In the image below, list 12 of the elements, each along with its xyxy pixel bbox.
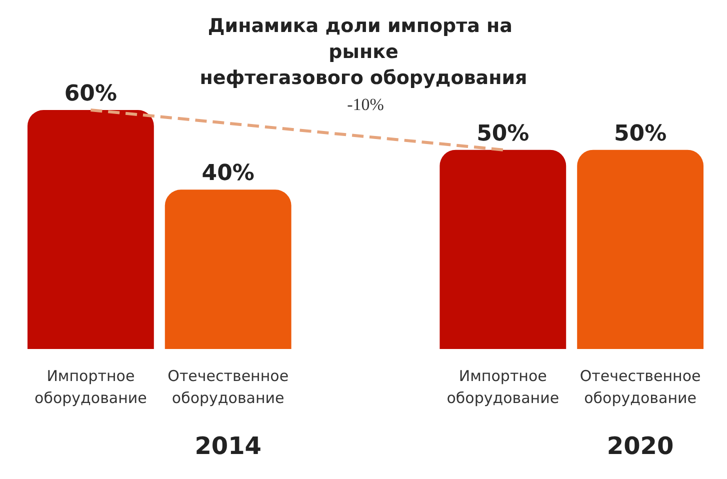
annotation: -10% — [347, 94, 384, 114]
data-label: 40% — [202, 161, 254, 186]
data-label: 50% — [614, 121, 667, 146]
x-tick-label: Импортное оборудование — [446, 367, 560, 407]
text: 2014 — [194, 432, 262, 460]
x-tick-label: Отечественное оборудование — [168, 367, 289, 407]
data-label: 60% — [64, 82, 118, 106]
data-label: 50% — [476, 121, 530, 146]
text: 2020 — [606, 432, 674, 460]
x-tick-label: Отечественное оборудование — [580, 367, 701, 407]
chart-title: Динамика доли импорта на рынке нефтегазового оборудования — [200, 15, 528, 89]
x-tick-label: Импортное оборудование — [34, 367, 147, 407]
